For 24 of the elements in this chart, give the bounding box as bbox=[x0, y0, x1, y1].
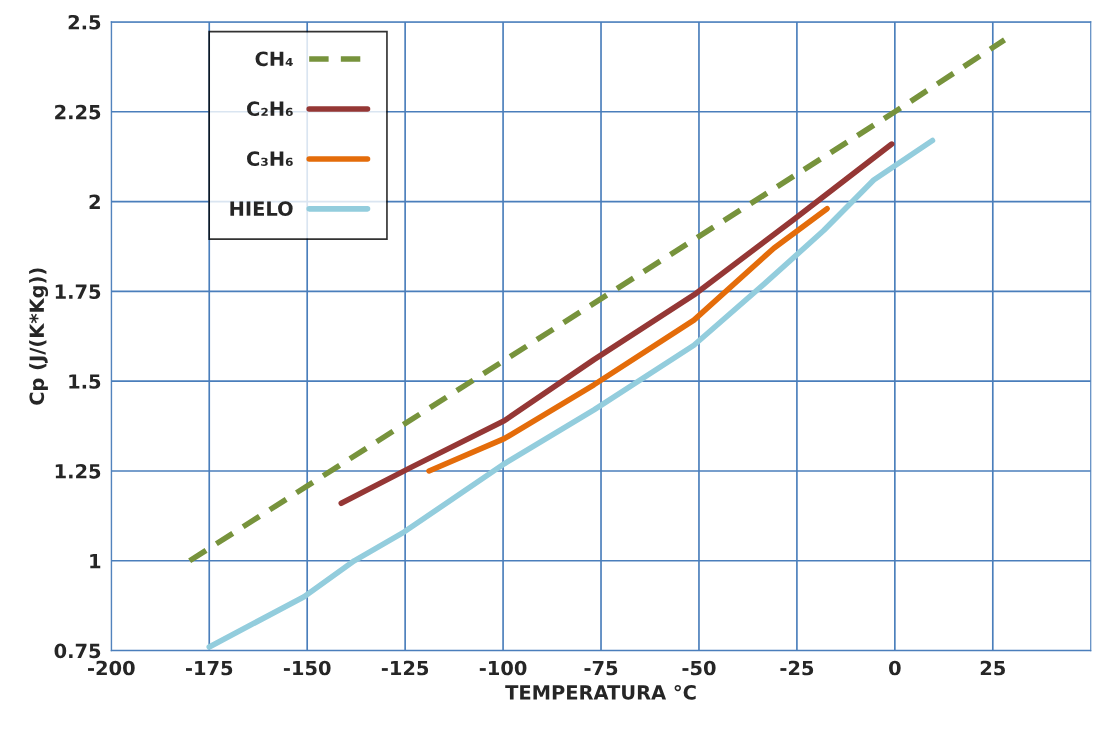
x-tick-label: -25 bbox=[780, 660, 814, 676]
y-tick-label: 1 bbox=[90, 553, 101, 569]
legend-label: CH₄ bbox=[255, 51, 293, 67]
y-tick-label: 2.5 bbox=[68, 14, 101, 30]
y-axis-title: Cp (J/(K*Kg)) bbox=[29, 268, 49, 405]
x-tick-label: 25 bbox=[980, 660, 1005, 676]
y-tick-label: 1.75 bbox=[55, 284, 101, 300]
legend-label: C₃H₆ bbox=[247, 151, 293, 167]
y-tick-label: 2 bbox=[89, 194, 100, 209]
x-tick-label: -200 bbox=[88, 660, 135, 676]
x-axis-title: TEMPERATURA °C bbox=[505, 684, 696, 700]
x-tick-label: -125 bbox=[381, 660, 429, 676]
legend-label: HIELO bbox=[230, 201, 293, 216]
x-tick-label: -150 bbox=[283, 660, 331, 676]
y-tick-label: 2.25 bbox=[55, 104, 101, 120]
x-tick-label: 0 bbox=[889, 660, 901, 676]
y-tick-label: 0.75 bbox=[54, 643, 101, 659]
x-tick-label: -100 bbox=[479, 660, 527, 676]
y-tick-label: 1.5 bbox=[69, 374, 101, 389]
x-tick-label: -175 bbox=[185, 660, 233, 676]
legend-label: C₂H₆ bbox=[247, 101, 293, 117]
x-tick-label: -50 bbox=[682, 660, 716, 676]
x-tick-label: -75 bbox=[584, 660, 618, 676]
y-tick-label: 1.25 bbox=[55, 463, 101, 479]
